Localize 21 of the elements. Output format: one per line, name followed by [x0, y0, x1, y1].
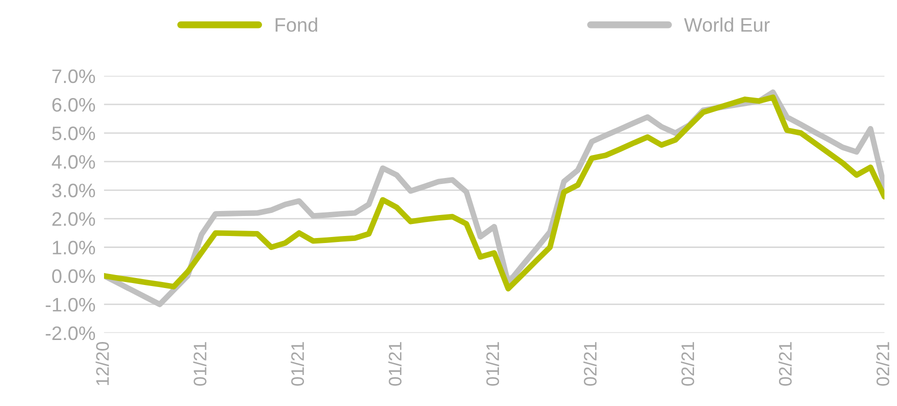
legend-label: Fond	[276, 18, 318, 32]
y-tick-label: -1.0%	[46, 298, 96, 312]
y-tick-label: 4.0%	[52, 155, 96, 169]
x-tick-label: 01/21	[193, 342, 206, 386]
x-tick-label: 02/21	[583, 342, 597, 386]
y-tick-label: 7.0%	[52, 69, 96, 84]
y-tick-label: 3.0%	[52, 184, 96, 198]
y-tick-label: 1.0%	[52, 240, 96, 254]
y-tick-label: 2.0%	[52, 212, 96, 226]
y-tick-label: 5.0%	[52, 126, 96, 140]
x-tick-label: 01/21	[290, 342, 304, 386]
x-tick-label: 02/21	[778, 342, 792, 386]
x-tick-label: 02/21	[680, 342, 694, 386]
y-tick-label: 0.0%	[52, 269, 96, 284]
y-tick-label: 6.0%	[52, 98, 96, 112]
y-tick-label: -2.0%	[46, 326, 96, 340]
x-tick-label: 01/21	[388, 342, 402, 386]
x-tick-label: 02/21	[876, 342, 890, 386]
legend-label: World Eur	[684, 18, 770, 32]
x-tick-label: 12/20	[96, 342, 109, 386]
x-tick-label: 01/21	[486, 342, 500, 386]
